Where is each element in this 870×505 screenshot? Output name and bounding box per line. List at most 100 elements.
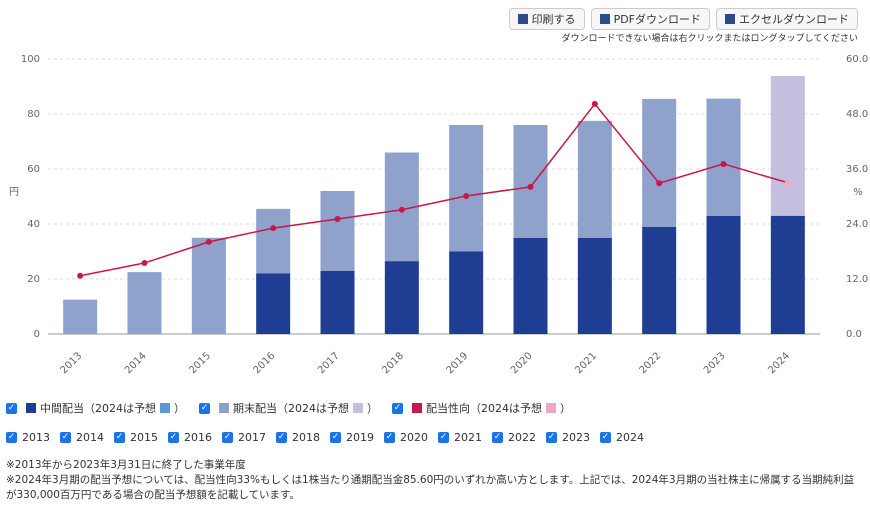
button[interactable]: 印刷する xyxy=(508,8,585,30)
year-label: 2015 xyxy=(130,431,158,444)
line-point xyxy=(720,160,727,167)
year-toggle[interactable]: ✓ 2017 xyxy=(222,431,266,444)
line xyxy=(80,102,789,277)
legend: ✓ 中間配当（2024は予想 ） ✓ 期末配当（2024は予想 ） ✓ 配当性向（2024は予… xyxy=(6,400,585,416)
y-tick-label: 60 xyxy=(27,164,40,175)
x-tick-label: 2022 xyxy=(638,350,664,376)
bar-segment xyxy=(449,251,484,334)
x-tick-label: 2015 xyxy=(187,350,213,376)
legend-item[interactable]: ✓ 配当性向（2024は予想 ） xyxy=(392,400,571,416)
year-toggle[interactable]: ✓ 2016 xyxy=(168,431,212,444)
checkbox: ✓ xyxy=(199,402,210,414)
button-label: PDFダウンロード xyxy=(613,13,701,26)
notes: ※2013年から2023年3月31日に終了した事業年度 ※2024年3月期の配当予… xyxy=(6,458,861,503)
checkbox: ✓ xyxy=(492,432,503,443)
note: ※2013年から2023年3月31日に終了した事業年度 xyxy=(6,459,246,471)
button[interactable]: エクセルダウンロード xyxy=(716,8,858,30)
checkbox: ✓ xyxy=(276,432,287,443)
year-label: 2018 xyxy=(292,431,320,444)
legend-close: ） xyxy=(174,402,185,415)
line-point xyxy=(591,100,598,107)
line-point xyxy=(784,179,791,186)
bar-segment xyxy=(256,273,291,334)
year-toggle[interactable]: ✓ 2018 xyxy=(276,431,320,444)
y-tick-label: 20 xyxy=(27,274,40,285)
checkbox: ✓ xyxy=(438,432,449,443)
checkbox: ✓ xyxy=(114,432,125,443)
checkbox: ✓ xyxy=(222,432,233,443)
x-tick-label: 2014 xyxy=(123,350,149,376)
checkbox: ✓ xyxy=(6,402,17,414)
button-label: エクセルダウンロード xyxy=(739,13,849,26)
year-label: 2023 xyxy=(562,431,590,444)
download-note: ダウンロードできない場合は右クリックまたはロングタップしてください xyxy=(561,34,858,44)
y2-tick-label: 60.0 xyxy=(846,54,868,65)
line-point xyxy=(527,183,534,190)
line-point xyxy=(205,238,212,245)
y-tick-label: 80 xyxy=(27,109,40,120)
year-label: 2014 xyxy=(76,431,104,444)
line-point xyxy=(141,259,148,266)
bar-segment xyxy=(577,237,612,334)
bar-segment xyxy=(449,125,484,252)
x-tick-label: 2018 xyxy=(380,350,406,376)
bar-segment xyxy=(256,208,291,274)
bar-segment xyxy=(706,98,741,216)
legend-forecast-swatch xyxy=(160,403,170,413)
bar-segment xyxy=(320,191,355,271)
y2-tick-label: 24.0 xyxy=(846,219,868,230)
checkbox: ✓ xyxy=(392,402,403,414)
bar-segment xyxy=(513,237,548,334)
legend-swatch xyxy=(26,403,36,413)
y-tick-label: 0 xyxy=(34,329,40,340)
button[interactable]: PDFダウンロード xyxy=(590,8,710,30)
line-point xyxy=(656,180,663,187)
y-tick-label: 40 xyxy=(27,219,40,230)
legend-swatch xyxy=(412,403,422,413)
bar-segment xyxy=(706,215,741,334)
legend-label: 中間配当（2024は予想 xyxy=(40,402,156,415)
x-tick-label: 2013 xyxy=(59,350,85,376)
button-label: 印刷する xyxy=(531,13,576,26)
checkbox: ✓ xyxy=(60,432,71,443)
year-toggle[interactable]: ✓ 2024 xyxy=(600,431,644,444)
checkbox: ✓ xyxy=(6,432,17,443)
year-label: 2013 xyxy=(22,431,50,444)
legend-swatch xyxy=(219,403,229,413)
year-toggle[interactable]: ✓ 2014 xyxy=(60,431,104,444)
legend-close: ） xyxy=(367,402,378,415)
legend-label: 配当性向（2024は予想 xyxy=(426,402,542,415)
year-toggle[interactable]: ✓ 2013 xyxy=(6,431,50,444)
line-point xyxy=(270,225,277,232)
year-toggle[interactable]: ✓ 2019 xyxy=(330,431,374,444)
year-toggle[interactable]: ✓ 2023 xyxy=(546,431,590,444)
line-point xyxy=(334,215,341,222)
bar-segment xyxy=(384,261,419,334)
legend-label: 期末配当（2024は予想 xyxy=(233,402,349,415)
y-axis-label: 円 xyxy=(9,187,19,198)
checkbox: ✓ xyxy=(330,432,341,443)
checkbox: ✓ xyxy=(384,432,395,443)
year-label: 2020 xyxy=(400,431,428,444)
year-toggle[interactable]: ✓ 2021 xyxy=(438,431,482,444)
legend-item[interactable]: ✓ 期末配当（2024は予想 ） xyxy=(199,400,378,416)
line-point xyxy=(398,206,405,213)
year-toggle[interactable]: ✓ 2015 xyxy=(114,431,158,444)
legend-item[interactable]: ✓ 中間配当（2024は予想 ） xyxy=(6,400,185,416)
bar-segment xyxy=(642,226,677,334)
x-tick-label: 2016 xyxy=(252,350,278,376)
year-label: 2021 xyxy=(454,431,482,444)
y-tick-label: 100 xyxy=(21,54,40,65)
button-icon xyxy=(517,14,528,24)
bar-segment xyxy=(770,76,805,216)
bar-segment xyxy=(642,98,677,227)
year-label: 2016 xyxy=(184,431,212,444)
legend-forecast-swatch xyxy=(353,403,363,413)
x-tick-label: 2019 xyxy=(445,350,471,376)
bar-segment xyxy=(127,272,162,334)
year-toggle[interactable]: ✓ 2022 xyxy=(492,431,536,444)
y2-tick-label: 12.0 xyxy=(846,274,868,285)
checkbox: ✓ xyxy=(168,432,179,443)
year-toggle[interactable]: ✓ 2020 xyxy=(384,431,428,444)
